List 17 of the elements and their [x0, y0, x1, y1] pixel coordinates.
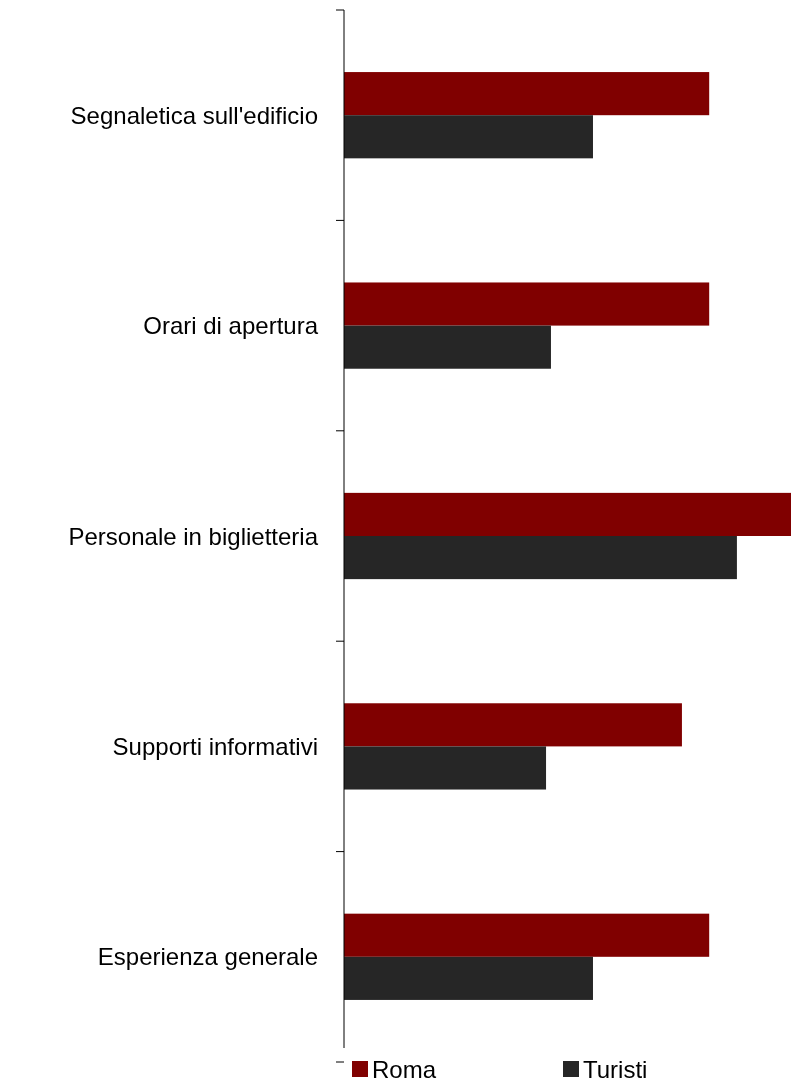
legend-label: Roma — [372, 1055, 437, 1080]
legend-label: Turisti — [583, 1055, 648, 1080]
y-tick-label: Supporti informativi — [112, 732, 318, 760]
bar — [344, 492, 791, 536]
y-tick-label: Personale in biglietteria — [68, 522, 319, 550]
bar — [344, 115, 593, 159]
bar — [344, 325, 551, 369]
bar — [344, 913, 710, 957]
y-tick-label: Orari di apertura — [143, 312, 319, 340]
bar — [344, 536, 737, 580]
bar — [344, 746, 547, 790]
y-tick-label: Esperienza generale — [97, 943, 318, 971]
bar — [344, 956, 593, 1000]
y-tick-label: Segnaletica sull'edificio — [70, 101, 318, 129]
bar — [344, 703, 682, 747]
bar — [344, 282, 710, 326]
bar — [344, 72, 710, 116]
